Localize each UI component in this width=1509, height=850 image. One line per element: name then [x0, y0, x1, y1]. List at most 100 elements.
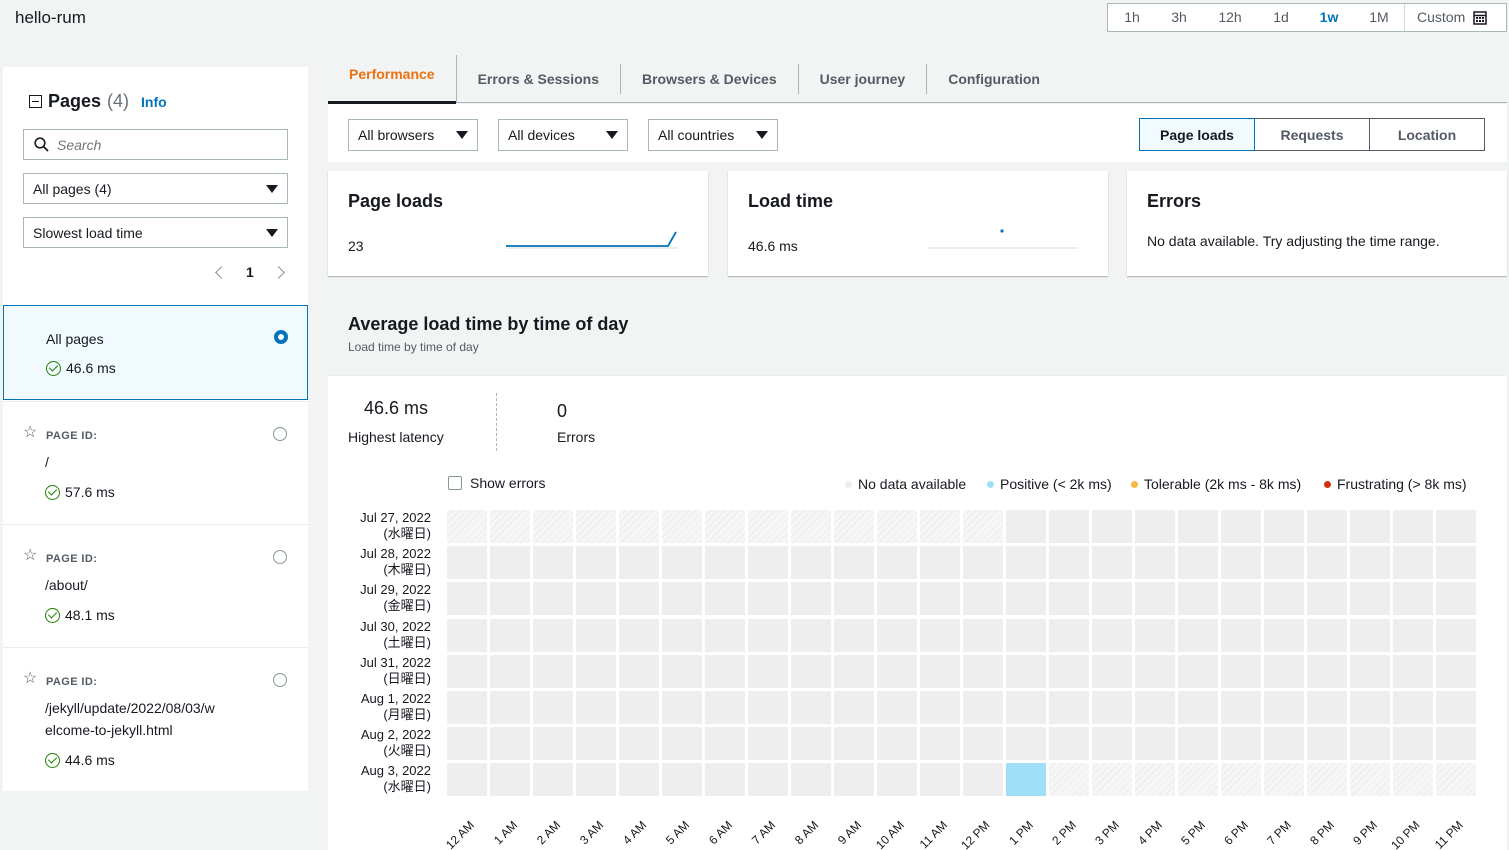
heatmap-cell[interactable]: [447, 546, 487, 580]
heatmap-cell[interactable]: [791, 618, 831, 652]
heatmap-cell[interactable]: [1092, 546, 1132, 580]
heatmap-cell[interactable]: [1006, 582, 1046, 616]
heatmap-cell[interactable]: [1049, 727, 1089, 761]
heatmap-cell[interactable]: [576, 582, 616, 616]
heatmap-cell[interactable]: [619, 727, 659, 761]
heatmap-cell[interactable]: [1264, 546, 1304, 580]
show-errors-checkbox[interactable]: [448, 476, 462, 490]
star-icon[interactable]: ☆: [23, 424, 38, 441]
heatmap-cell[interactable]: [1092, 618, 1132, 652]
heatmap-cell[interactable]: [705, 763, 745, 797]
heatmap-cell[interactable]: [963, 546, 1003, 580]
page-radio[interactable]: [273, 673, 287, 687]
page-filter-select[interactable]: All pages (4): [23, 173, 288, 204]
heatmap-cell[interactable]: [791, 654, 831, 688]
heatmap-cell[interactable]: [963, 510, 1003, 543]
heatmap-cell[interactable]: [490, 763, 530, 797]
heatmap-cell[interactable]: [447, 654, 487, 688]
heatmap-cell[interactable]: [619, 546, 659, 580]
heatmap-cell[interactable]: [490, 654, 530, 688]
heatmap-cell[interactable]: [1436, 546, 1476, 580]
heatmap-cell[interactable]: [834, 546, 874, 580]
heatmap-cell[interactable]: [1006, 727, 1046, 761]
heatmap-cell[interactable]: [1350, 654, 1390, 688]
heatmap-cell[interactable]: [533, 763, 573, 797]
heatmap-cell[interactable]: [1178, 582, 1218, 616]
heatmap-cell[interactable]: [1264, 727, 1304, 761]
heatmap-cell[interactable]: [877, 691, 917, 724]
heatmap-cell[interactable]: [1049, 691, 1089, 724]
page-item-root[interactable]: ☆ PAGE ID: / 57.6 ms: [3, 401, 308, 524]
time-range-1h[interactable]: 1h: [1124, 9, 1140, 25]
heatmap-cell[interactable]: [1135, 654, 1175, 688]
heatmap-cell[interactable]: [748, 510, 788, 543]
heatmap-cell[interactable]: [748, 546, 788, 580]
heatmap-cell[interactable]: [576, 546, 616, 580]
heatmap-cell[interactable]: [1135, 691, 1175, 724]
heatmap-cell[interactable]: [1221, 691, 1261, 724]
heatmap-cell[interactable]: [533, 654, 573, 688]
heatmap-cell[interactable]: [1049, 510, 1089, 543]
heatmap-cell[interactable]: [1350, 691, 1390, 724]
heatmap-cell[interactable]: [1092, 654, 1132, 688]
heatmap-cell[interactable]: [1436, 510, 1476, 543]
heatmap-cell[interactable]: [619, 691, 659, 724]
heatmap-cell[interactable]: [1135, 763, 1175, 797]
heatmap-cell[interactable]: [447, 582, 487, 616]
heatmap-cell[interactable]: [533, 618, 573, 652]
location-button[interactable]: Location: [1369, 118, 1485, 151]
tab-browsers-devices[interactable]: Browsers & Devices: [621, 63, 799, 94]
heatmap-cell[interactable]: [1436, 727, 1476, 761]
heatmap-cell[interactable]: [662, 727, 702, 761]
heatmap-cell[interactable]: [920, 582, 960, 616]
heatmap-cell[interactable]: [447, 763, 487, 797]
heatmap-cell[interactable]: [1393, 582, 1433, 616]
heatmap-cell[interactable]: [1436, 691, 1476, 724]
devices-select[interactable]: All devices: [498, 119, 628, 151]
heatmap-cell[interactable]: [662, 546, 702, 580]
heatmap-cell[interactable]: [705, 546, 745, 580]
heatmap-cell[interactable]: [1135, 582, 1175, 616]
heatmap-cell[interactable]: [1264, 691, 1304, 724]
page-radio[interactable]: [273, 427, 287, 441]
heatmap-cell[interactable]: [619, 763, 659, 797]
heatmap-cell[interactable]: [1178, 691, 1218, 724]
heatmap-cell[interactable]: [1178, 546, 1218, 580]
heatmap-cell[interactable]: [1049, 654, 1089, 688]
heatmap-cell[interactable]: [1393, 727, 1433, 761]
heatmap-cell[interactable]: [877, 510, 917, 543]
heatmap-cell[interactable]: [1436, 654, 1476, 688]
heatmap-cell[interactable]: [1393, 654, 1433, 688]
heatmap-cell[interactable]: [533, 691, 573, 724]
heatmap-cell[interactable]: [1049, 763, 1089, 797]
heatmap-cell[interactable]: [834, 510, 874, 543]
star-icon[interactable]: ☆: [23, 670, 38, 687]
heatmap-cell[interactable]: [1221, 763, 1261, 797]
heatmap-cell[interactable]: [1393, 510, 1433, 543]
heatmap-cell[interactable]: [1092, 582, 1132, 616]
heatmap-cell[interactable]: [834, 654, 874, 688]
heatmap-cell[interactable]: [1135, 546, 1175, 580]
search-input[interactable]: [57, 136, 257, 153]
heatmap-cell[interactable]: [576, 727, 616, 761]
heatmap-cell[interactable]: [1436, 618, 1476, 652]
heatmap-cell[interactable]: [1436, 763, 1476, 797]
heatmap-cell[interactable]: [705, 727, 745, 761]
heatmap-cell[interactable]: [705, 654, 745, 688]
time-range-1w[interactable]: 1w: [1319, 9, 1339, 25]
heatmap-cell[interactable]: [490, 727, 530, 761]
browsers-select[interactable]: All browsers: [348, 119, 478, 151]
tab-configuration[interactable]: Configuration: [948, 70, 1040, 87]
heatmap-cell[interactable]: [1307, 691, 1347, 724]
heatmap-cell[interactable]: [791, 763, 831, 797]
heatmap-cell[interactable]: [1264, 763, 1304, 797]
heatmap-cell[interactable]: [834, 618, 874, 652]
heatmap-cell[interactable]: [1350, 763, 1390, 797]
heatmap-cell[interactable]: [1006, 763, 1046, 797]
previous-page-icon[interactable]: [215, 265, 228, 279]
heatmap-cell[interactable]: [1307, 654, 1347, 688]
heatmap-cell[interactable]: [834, 691, 874, 724]
heatmap-cell[interactable]: [791, 691, 831, 724]
heatmap-cell[interactable]: [447, 691, 487, 724]
heatmap-cell[interactable]: [1264, 654, 1304, 688]
